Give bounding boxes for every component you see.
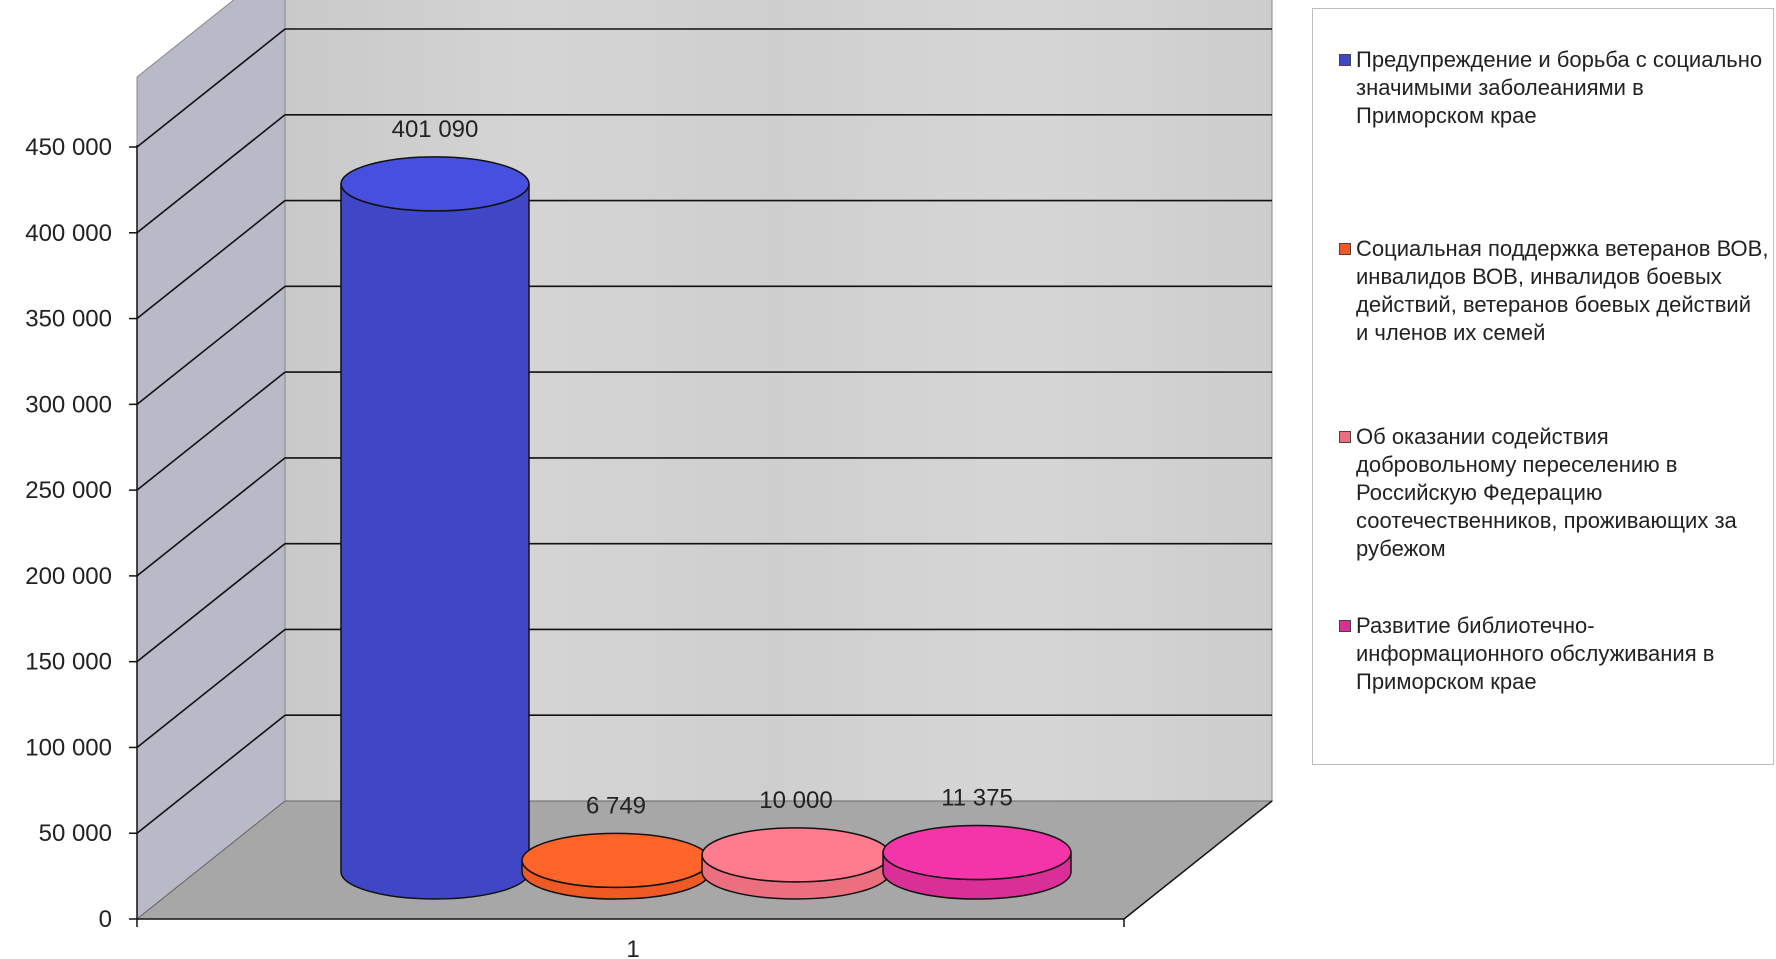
y-tick-label: 350 000	[25, 306, 112, 333]
bar-top	[701, 827, 891, 883]
side-gridline	[136, 28, 286, 148]
y-tick-label: 450 000	[25, 134, 112, 161]
bars	[340, 156, 1072, 900]
side-gridline	[136, 714, 286, 834]
bar-top	[521, 832, 711, 889]
y-tick-label: 100 000	[25, 734, 112, 761]
legend-item-1: Предупреждение и борьба с социально знач…	[1339, 46, 1769, 130]
data-labels: 401 090 6 749 10 000 11 375	[392, 116, 1013, 820]
x-axis: 1	[136, 800, 1273, 959]
y-tick-label: 200 000	[25, 563, 112, 590]
legend: Предупреждение и борьба с социально знач…	[1312, 8, 1774, 765]
legend-label-1: Предупреждение и борьба с социально знач…	[1356, 47, 1763, 128]
legend-item-2: Социальная поддержка ветеранов ВОВ, инва…	[1339, 235, 1769, 347]
data-label-4: 11 375	[941, 784, 1013, 811]
legend-label-2: Социальная поддержка ветеранов ВОВ, инва…	[1356, 236, 1769, 345]
y-tick-label: 50 000	[39, 820, 112, 847]
side-gridline	[136, 543, 286, 663]
side-gridline	[136, 457, 286, 577]
legend-label-4: Развитие библиотечно-информационного обс…	[1356, 613, 1715, 694]
bar-top	[340, 156, 530, 212]
legend-item-4: Развитие библиотечно-информационного обс…	[1339, 612, 1769, 696]
data-label-3: 10 000	[759, 787, 832, 814]
legend-swatch-1	[1339, 54, 1351, 66]
data-label-1: 401 090	[392, 116, 479, 143]
bar-3	[701, 827, 891, 900]
legend-swatch-4	[1339, 620, 1351, 632]
bar-body	[340, 183, 530, 900]
side-gridline	[136, 114, 286, 234]
y-tick-label: 0	[99, 906, 112, 933]
legend-item-3: Об оказании содействия добровольному пер…	[1339, 423, 1769, 563]
y-axis: 0 50 000 100 000 150 000 200 000 250 000 300 0…	[25, 134, 138, 933]
side-gridline	[136, 628, 286, 749]
bar-1	[340, 156, 530, 900]
bar-top	[882, 824, 1072, 881]
legend-label-3: Об оказании содействия добровольному пер…	[1356, 424, 1737, 561]
y-tick-label: 250 000	[25, 477, 112, 504]
side-gridline	[136, 285, 286, 405]
y-tick-label: 150 000	[25, 649, 112, 676]
y-tick-label: 400 000	[25, 220, 112, 247]
data-label-2: 6 749	[586, 792, 646, 819]
side-gridline	[136, 371, 286, 491]
floor-edge	[1123, 800, 1273, 920]
bar-2	[521, 832, 711, 900]
legend-swatch-2	[1339, 243, 1351, 255]
legend-swatch-3	[1339, 431, 1351, 443]
bar-4	[882, 824, 1072, 900]
side-gridline	[136, 199, 286, 320]
chart-walls	[135, 0, 1274, 921]
x-tick-label: 1	[626, 936, 639, 959]
y-tick-label: 300 000	[25, 391, 112, 418]
side-wall	[136, 0, 286, 921]
